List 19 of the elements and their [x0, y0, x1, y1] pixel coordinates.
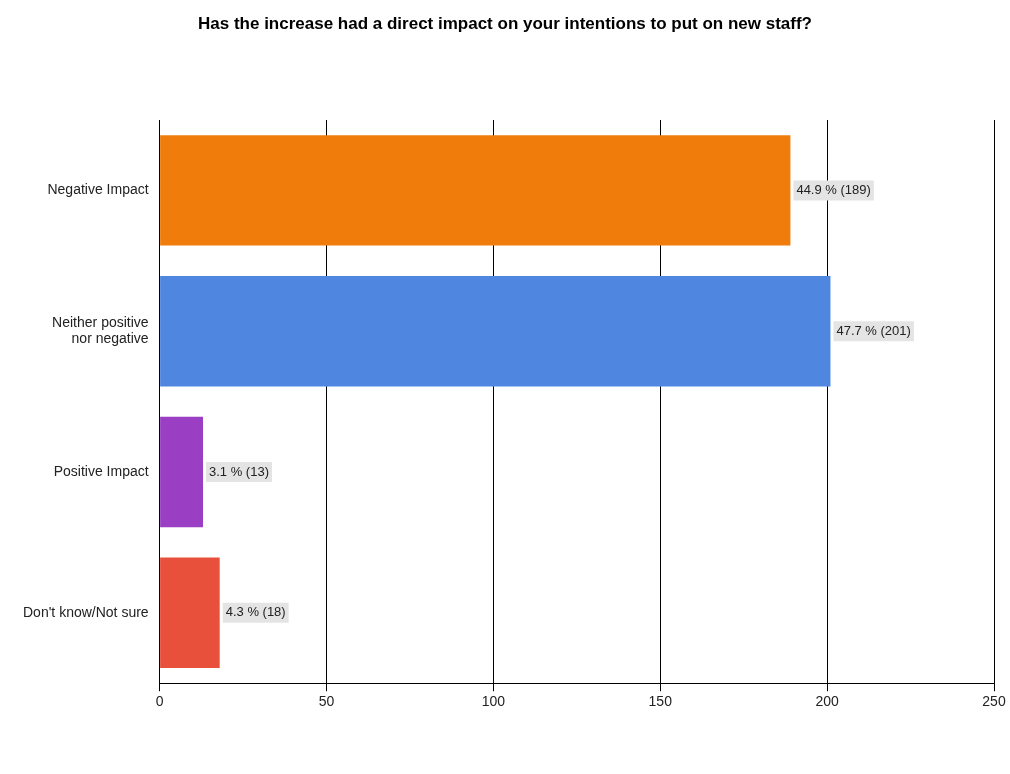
x-tick-label: 50: [318, 693, 335, 710]
x-tick-label: 200: [815, 693, 840, 710]
data-label: 44.9 % (189): [796, 181, 871, 197]
data-label: 3.1 % (13): [209, 463, 269, 479]
data-label: 47.7 % (201): [836, 322, 911, 338]
y-tick-label: Don't know/Not sure: [22, 603, 149, 620]
x-tick-label: 0: [155, 693, 164, 710]
y-tick-label: Neither positive nor negative: [52, 313, 149, 347]
y-tick-label: Positive Impact: [53, 462, 149, 479]
bar: [160, 416, 204, 528]
bar: [160, 276, 831, 387]
data-label: 4.3 % (18): [225, 604, 286, 620]
x-tick-label: 150: [648, 693, 673, 710]
y-tick-label: Negative Impact: [47, 181, 149, 198]
chart-title: Has the increase had a direct impact on your intentions to put on new staff?: [197, 14, 813, 35]
x-tick-label: 250: [982, 693, 1006, 710]
bar: [160, 135, 791, 246]
x-tick-label: 100: [481, 693, 506, 710]
bar: [160, 557, 220, 668]
